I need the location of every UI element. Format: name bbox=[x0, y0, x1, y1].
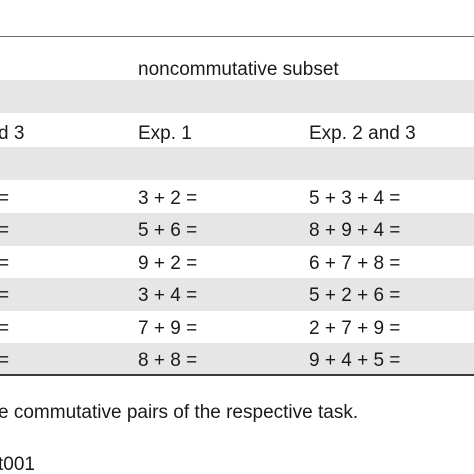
col-header-left-partial: d 3 bbox=[0, 123, 25, 144]
top-rule bbox=[0, 36, 474, 37]
cell-exp23: 6 + 7 + 8 = bbox=[309, 252, 401, 274]
header-band-1 bbox=[0, 80, 474, 113]
cell-exp23: 5 + 2 + 6 = bbox=[309, 285, 401, 307]
cell-left-partial: = bbox=[0, 252, 10, 274]
cell-exp1: 5 + 6 = bbox=[138, 220, 198, 242]
cell-exp1: 3 + 2 = bbox=[138, 188, 198, 209]
cell-exp1: 9 + 2 = bbox=[138, 252, 198, 274]
cell-exp23: 5 + 3 + 4 = bbox=[309, 188, 401, 209]
cell-left-partial: = bbox=[0, 317, 10, 339]
cell-exp1: 8 + 8 = bbox=[138, 350, 198, 371]
cell-left-partial: = bbox=[0, 188, 10, 209]
table-label: t001 bbox=[0, 454, 35, 474]
cell-exp1: 7 + 9 = bbox=[138, 317, 198, 339]
row-band bbox=[0, 278, 474, 311]
bottom-rule bbox=[0, 374, 474, 376]
cell-left-partial: = bbox=[0, 350, 10, 371]
col-header-exp23: Exp. 2 and 3 bbox=[309, 123, 416, 144]
cell-exp23: 9 + 4 + 5 = bbox=[309, 350, 401, 371]
row-band bbox=[0, 213, 474, 246]
footnote: e commutative pairs of the respective ta… bbox=[0, 402, 359, 423]
cell-exp1: 3 + 4 = bbox=[138, 285, 198, 307]
cell-exp23: 2 + 7 + 9 = bbox=[309, 317, 401, 339]
cell-left-partial: = bbox=[0, 285, 10, 307]
cell-exp23: 8 + 9 + 4 = bbox=[309, 220, 401, 242]
cell-left-partial: = bbox=[0, 220, 10, 242]
group-header: noncommutative subset bbox=[138, 59, 339, 80]
col-header-exp1: Exp. 1 bbox=[138, 123, 192, 144]
row-band bbox=[0, 343, 474, 376]
header-band-2 bbox=[0, 147, 474, 180]
